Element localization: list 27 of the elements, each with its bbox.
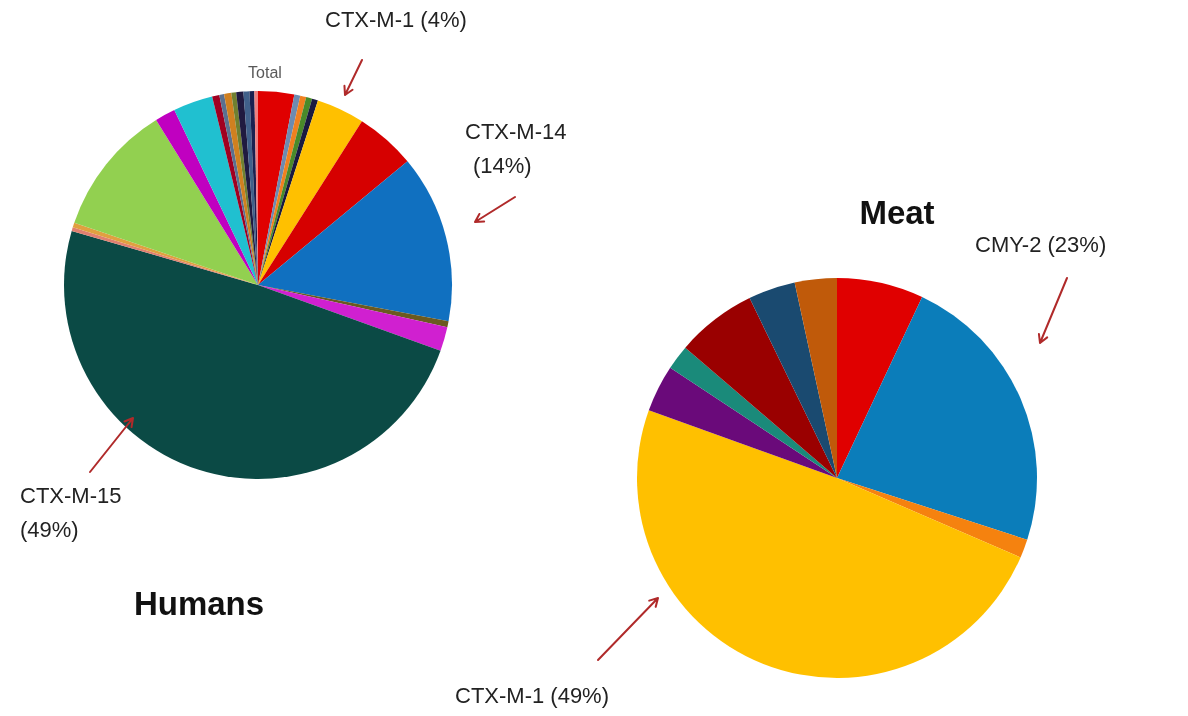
slice-label: CTX-M-1 (49%) xyxy=(455,683,610,708)
pie-slice xyxy=(837,478,1028,558)
pie-slice xyxy=(837,278,923,478)
pie-slice xyxy=(794,278,837,478)
chart-title: Meat xyxy=(859,194,935,231)
pie-slice xyxy=(258,161,452,322)
pie-slice xyxy=(749,282,837,478)
pie-slice xyxy=(64,230,441,479)
pie-slice xyxy=(258,285,449,328)
text: Total xyxy=(248,64,282,81)
pie-slice xyxy=(174,96,258,285)
pie-slice xyxy=(258,100,362,285)
data-label: (14%) xyxy=(473,153,532,178)
pie-slice xyxy=(637,410,1021,678)
pie-slice xyxy=(685,298,837,478)
pie-slice xyxy=(648,367,837,478)
pie-slice xyxy=(156,109,258,285)
pie-slice xyxy=(837,297,1037,540)
pie-slice xyxy=(670,347,837,478)
slice-label: CMY-2 (23%) xyxy=(975,232,1107,257)
slice-label: CTX-M-1 (4%) xyxy=(325,7,467,32)
data-label: (49%) xyxy=(20,517,79,542)
pie-slice xyxy=(258,285,448,351)
slice-label: CTX-M-14 xyxy=(465,119,567,144)
pie-slice xyxy=(74,119,258,285)
text: Humans xyxy=(133,585,265,622)
slice-label: CTX-M-15 xyxy=(20,483,122,508)
